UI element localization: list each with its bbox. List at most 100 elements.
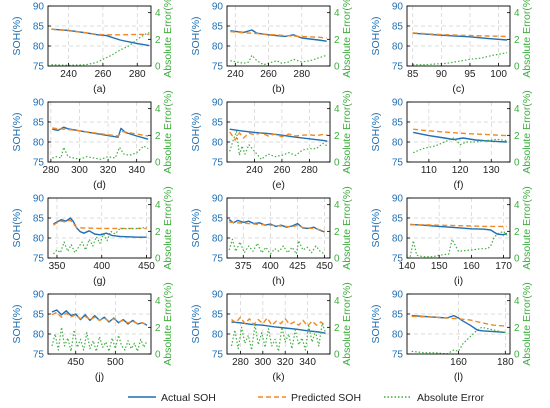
x-tick-label: 450: [67, 357, 84, 368]
y-tick-label: 85: [392, 118, 404, 129]
x-tick-label: 400: [262, 261, 279, 272]
subfigure-label: (d): [93, 179, 106, 191]
y-tick-label: 85: [212, 310, 224, 321]
y2-tick-label: 4: [155, 104, 161, 115]
y-tick-label: 90: [212, 98, 224, 109]
panel-k: 280 300 320 340 75 80 85 90 0 2 4 SOH(%) Absolute Er…: [190, 282, 353, 383]
x-tick-label: 240: [227, 69, 244, 80]
y-tick-label: 80: [33, 330, 45, 341]
series-line-predicted: [229, 221, 325, 232]
series-line-error: [411, 326, 506, 355]
y-tick-label: 75: [212, 254, 224, 265]
y2-tick-label: 0: [334, 158, 340, 169]
x-tick-label: 120: [452, 165, 469, 176]
y-axis-label: SOH(%): [370, 208, 382, 247]
legend-predicted-label: Predicted SOH: [291, 392, 361, 404]
y-tick-label: 80: [392, 42, 404, 53]
y-tick-label: 90: [33, 2, 45, 13]
plot-frame: [226, 101, 331, 163]
y2-tick-label: 0: [334, 350, 340, 361]
series-line-error: [51, 32, 150, 66]
panel-c: 85 90 95 100 75 80 85 90 0 2 4 SOH(%) Absolute Error…: [370, 0, 533, 95]
y-tick-label: 80: [212, 234, 224, 245]
series-line-error: [230, 54, 327, 66]
y2-tick-label: 2: [334, 131, 340, 142]
y2-tick-label: 4: [514, 200, 520, 211]
subfigure-label: (a): [93, 83, 106, 95]
legend-error-label: Absolute Error: [417, 392, 485, 404]
subfigure-label: (b): [272, 83, 285, 95]
x-tick-label: 340: [299, 357, 316, 368]
series-line-error: [412, 52, 508, 66]
subfigure-label: (i): [454, 275, 463, 287]
series-line-actual: [230, 29, 327, 42]
y-axis-label: SOH(%): [11, 208, 23, 247]
y-tick-label: 80: [392, 330, 404, 341]
subfigure-label: (c): [452, 83, 464, 95]
panel-h: 375 400 425 450 75 80 85 90 0 2 4 SOH(%) Absolute Er…: [190, 186, 353, 287]
y2-tick-label: 0: [334, 254, 340, 265]
y2-tick-label: 0: [514, 158, 520, 169]
y2-axis-label: Absolute Error(%): [162, 186, 174, 269]
legend: Actual SOH Predicted SOH Absolute Error: [128, 392, 485, 404]
y-tick-label: 90: [33, 98, 45, 109]
y-tick-label: 85: [212, 118, 224, 129]
y2-tick-label: 2: [155, 323, 161, 334]
plot-frame: [226, 293, 331, 355]
y-tick-label: 85: [392, 214, 404, 225]
series-line-actual: [231, 321, 326, 334]
y-axis-label: SOH(%): [190, 208, 202, 247]
y-tick-label: 80: [392, 234, 404, 245]
y-tick-label: 90: [392, 194, 404, 205]
series-line-predicted: [229, 131, 328, 141]
y-tick-label: 75: [392, 254, 404, 265]
x-tick-label: 150: [431, 261, 448, 272]
y2-tick-label: 0: [155, 158, 161, 169]
subfigure-label: (f): [454, 179, 464, 191]
x-tick-label: 160: [463, 261, 480, 272]
y-tick-label: 75: [212, 350, 224, 361]
series-line-error: [51, 326, 148, 352]
panel-l: 160 180 75 80 85 90 0 2 4 SOH(%) Absolute Error(%)…: [370, 282, 533, 383]
y2-tick-label: 2: [155, 35, 161, 46]
y2-axis-label: Absolute Error(%): [162, 282, 174, 365]
y-tick-label: 85: [392, 22, 404, 33]
y-axis-label: SOH(%): [190, 16, 202, 55]
plot-frame: [47, 293, 152, 355]
y-tick-label: 85: [33, 310, 45, 321]
series-line-predicted: [231, 316, 326, 327]
y-axis-label: SOH(%): [370, 16, 382, 55]
y-axis-label: SOH(%): [190, 112, 202, 151]
x-tick-label: 280: [232, 357, 249, 368]
y2-tick-label: 4: [155, 8, 161, 19]
x-tick-label: 280: [43, 165, 60, 176]
x-tick-label: 180: [497, 357, 514, 368]
y-tick-label: 80: [33, 138, 45, 149]
y-tick-label: 75: [212, 62, 224, 73]
panel-f: 110 120 130 75 80 85 90 0 2 4 SOH(%) Absolute Error…: [370, 90, 533, 191]
x-tick-label: 170: [495, 261, 512, 272]
y-tick-label: 85: [212, 214, 224, 225]
y-tick-label: 90: [33, 194, 45, 205]
y-axis-label: SOH(%): [11, 16, 23, 55]
y2-tick-label: 4: [155, 200, 161, 211]
x-tick-label: 280: [129, 69, 146, 80]
y-axis-label: SOH(%): [370, 304, 382, 343]
y-tick-label: 90: [392, 290, 404, 301]
y2-tick-label: 4: [334, 8, 340, 19]
series-line-predicted: [51, 311, 148, 326]
y2-axis-label: Absolute Error(%): [341, 282, 353, 365]
y-tick-label: 90: [392, 98, 404, 109]
y-tick-label: 90: [212, 290, 224, 301]
x-tick-label: 425: [289, 261, 306, 272]
y-axis-label: SOH(%): [370, 112, 382, 151]
x-tick-label: 280: [293, 69, 310, 80]
y-tick-label: 75: [212, 158, 224, 169]
series-line-error: [228, 238, 325, 255]
subfigure-label: (l): [454, 371, 463, 383]
y2-tick-label: 4: [334, 200, 340, 211]
y2-tick-label: 0: [155, 350, 161, 361]
x-tick-label: 95: [464, 69, 476, 80]
subfigure-label: (h): [272, 275, 285, 287]
